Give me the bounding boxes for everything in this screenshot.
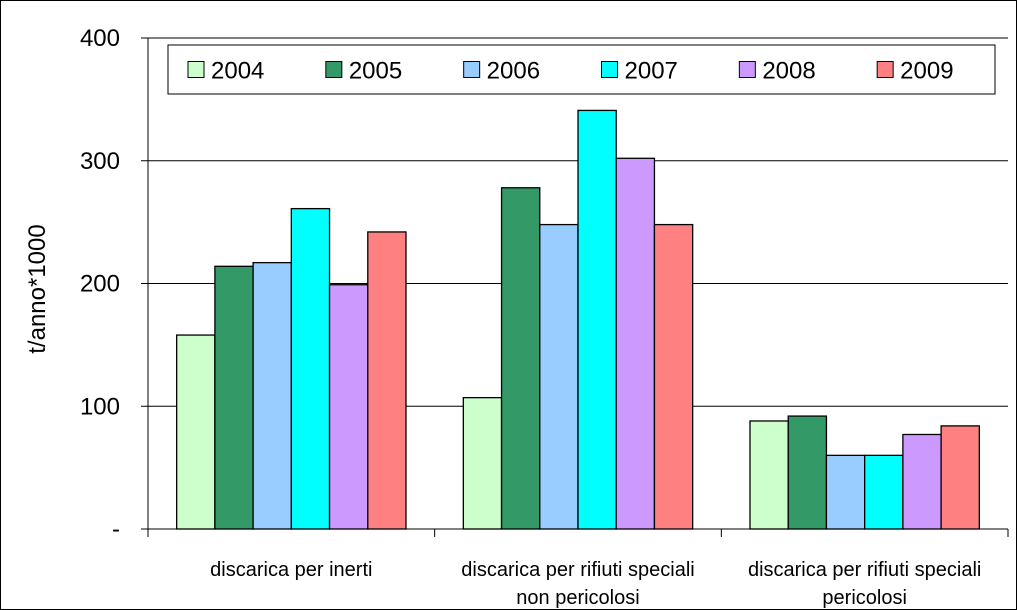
- bar-2005: [214, 265, 254, 530]
- legend-swatch-2005: [325, 61, 343, 78]
- bar-2005: [500, 187, 541, 530]
- y-tick-label: 200: [80, 271, 120, 298]
- y-tick-label: 300: [80, 148, 120, 175]
- legend-swatch-2008: [738, 61, 756, 78]
- y-tick-label: 100: [80, 393, 120, 420]
- bar-2005: [787, 415, 828, 530]
- legend-label-2007: 2007: [625, 58, 678, 85]
- legend-label-2008: 2008: [762, 58, 815, 85]
- legend: 2004 2005 2006 2007 2008 2009: [167, 44, 996, 95]
- x-tick-label: discarica per rifiuti speciali pericolosi: [748, 559, 981, 609]
- legend-swatch-2009: [876, 61, 894, 78]
- legend-swatch-2004: [187, 61, 205, 78]
- x-tick-label: discarica per inerti: [210, 559, 372, 581]
- bar-2007: [290, 207, 331, 530]
- bar-2006: [539, 223, 579, 530]
- bar-2006: [825, 454, 866, 530]
- bar-2008: [615, 157, 656, 530]
- bar-2008: [328, 284, 369, 530]
- legend-swatch-2006: [463, 61, 481, 78]
- bar-2009: [367, 231, 407, 530]
- x-tick-label: discarica per rifiuti speciali non perico…: [461, 559, 694, 609]
- legend-label-2005: 2005: [349, 58, 402, 85]
- bar-2008: [902, 433, 942, 530]
- x-tick-label-line: discarica per rifiuti speciali: [461, 559, 694, 581]
- legend-label-2006: 2006: [487, 58, 540, 85]
- x-tick-label-line: pericolosi: [822, 587, 906, 609]
- y-axis-title: t/anno*1000: [24, 224, 51, 353]
- y-tick-label: 400: [80, 25, 120, 52]
- x-tick-label-line: discarica per rifiuti speciali: [748, 559, 981, 581]
- x-tick-label-line: non pericolosi: [516, 587, 639, 609]
- legend-box: [167, 44, 996, 95]
- legend-label-2009: 2009: [900, 58, 953, 85]
- bar-2007: [577, 109, 617, 530]
- bar-2004: [176, 334, 216, 530]
- bar-2009: [940, 425, 980, 530]
- x-tick-label-line: discarica per inerti: [210, 559, 372, 581]
- bar-2006: [252, 261, 292, 530]
- y-tick-label: -: [112, 516, 120, 543]
- bar-2009: [653, 223, 694, 530]
- axes: - 100 200 300 400 discarica per inerti discari…: [80, 25, 1009, 609]
- bars: [176, 109, 980, 530]
- legend-swatch-2007: [601, 61, 618, 78]
- bar-2007: [864, 454, 904, 530]
- bar-2004: [749, 420, 789, 530]
- bar-2004: [462, 397, 503, 530]
- legend-label-2004: 2004: [211, 58, 264, 85]
